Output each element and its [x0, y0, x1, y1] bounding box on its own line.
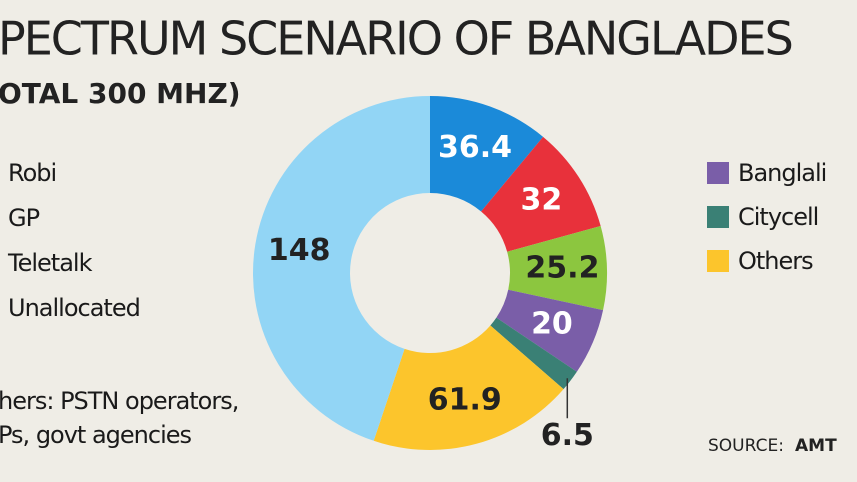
data-label: 61.9 — [428, 382, 502, 417]
legend-swatch — [707, 162, 729, 184]
data-label: 36.4 — [438, 130, 512, 165]
legend-swatch — [707, 250, 729, 272]
legend-swatch — [707, 206, 729, 228]
note: Ps, govt agencies — [0, 421, 192, 449]
legend-label: Others — [738, 247, 813, 275]
chart-title: PECTRUM SCENARIO OF BANGLADES — [0, 12, 792, 66]
data-label: 6.5 — [541, 418, 594, 453]
legend-label: Robi — [8, 159, 56, 187]
donut-segment — [252, 96, 430, 441]
legend-label: Banglali — [738, 159, 826, 187]
legend-label: GP — [8, 204, 40, 232]
legend-label: Teletalk — [7, 249, 93, 277]
legend-label: Unallocated — [8, 294, 140, 322]
donut-segment — [507, 226, 607, 311]
source: AMT — [795, 436, 837, 456]
note: hers: PSTN operators, — [0, 387, 238, 415]
data-label: 148 — [268, 233, 331, 268]
data-label: 25.2 — [525, 251, 599, 286]
donut-segment — [481, 136, 601, 252]
data-label: 32 — [520, 183, 562, 218]
source-label: SOURCE: — [708, 436, 784, 456]
donut-segment — [496, 289, 604, 372]
legend-label: Citycell — [738, 203, 818, 231]
donut-segment — [430, 96, 544, 212]
donut-segment — [373, 325, 564, 450]
data-label: 20 — [531, 306, 573, 341]
chart-subtitle: OTAL 300 MHZ) — [0, 77, 241, 110]
donut-segment — [490, 317, 577, 390]
